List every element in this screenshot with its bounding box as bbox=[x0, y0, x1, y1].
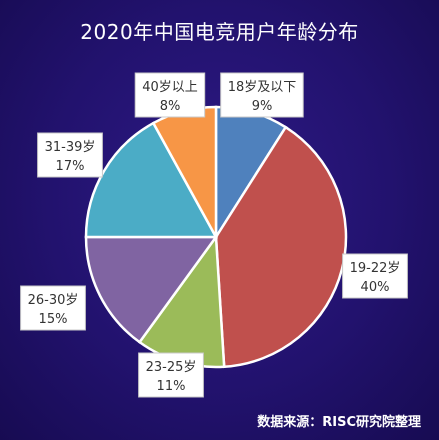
value-label: 15% bbox=[39, 312, 68, 327]
data-label-5: 40岁以上 8% bbox=[134, 72, 206, 118]
value-label: 17% bbox=[56, 159, 85, 174]
category-label: 40岁以上 bbox=[142, 80, 198, 95]
value-label: 40% bbox=[361, 280, 390, 295]
label-box bbox=[220, 72, 304, 118]
category-label: 26-30岁 bbox=[28, 293, 79, 308]
label-box bbox=[138, 352, 204, 398]
data-label-0: 18岁及以下 9% bbox=[220, 72, 304, 118]
pie-slice-4 bbox=[84, 121, 219, 239]
pie-slice-1 bbox=[214, 125, 348, 369]
data-label-1: 19-22岁 40% bbox=[342, 253, 408, 299]
category-label: 23-25岁 bbox=[146, 360, 197, 375]
value-label: 11% bbox=[157, 379, 186, 394]
source-note: 数据来源：RISC研究院整理 bbox=[257, 415, 421, 430]
category-label: 31-39岁 bbox=[45, 140, 96, 155]
value-label: 8% bbox=[160, 99, 181, 114]
chart-title: 2020年中国电竞用户年龄分布 bbox=[80, 20, 359, 44]
label-box bbox=[134, 72, 206, 118]
category-label: 19-22岁 bbox=[350, 261, 401, 276]
data-label-3: 26-30岁 15% bbox=[20, 285, 86, 331]
data-label-4: 31-39岁 17% bbox=[37, 132, 103, 178]
category-label: 18岁及以下 bbox=[228, 80, 297, 95]
pie-slice-3 bbox=[84, 235, 219, 344]
label-box bbox=[342, 253, 408, 299]
data-label-2: 23-25岁 11% bbox=[138, 352, 204, 398]
label-box bbox=[20, 285, 86, 331]
value-label: 9% bbox=[252, 99, 273, 114]
label-box bbox=[37, 132, 103, 178]
